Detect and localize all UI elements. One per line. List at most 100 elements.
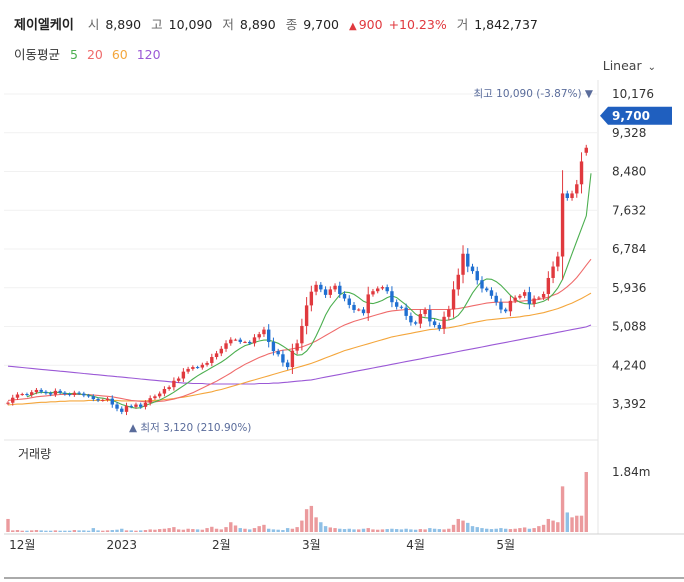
volume-bar	[323, 526, 328, 532]
candle-body	[508, 300, 513, 312]
volume-bar	[162, 528, 167, 532]
x-tick-label: 5월	[496, 538, 515, 552]
ma5-legend[interactable]: 5	[70, 47, 78, 62]
ma120-legend[interactable]: 120	[136, 47, 161, 62]
ma20-line	[7, 258, 592, 403]
volume-label: 거	[456, 17, 469, 32]
candle-body	[380, 287, 385, 289]
candle-body	[366, 294, 370, 314]
volume-bar	[176, 529, 181, 532]
last-price-marker: 9,700	[600, 106, 672, 125]
volume-bar	[290, 528, 295, 532]
volume-bar	[394, 529, 399, 532]
close-label: 종	[285, 17, 298, 32]
candle-body	[295, 343, 299, 351]
candle-body	[200, 364, 205, 368]
y-tick-label: 5,088	[612, 320, 646, 334]
moving-average-lines	[7, 173, 592, 409]
candle-body	[437, 325, 442, 329]
volume-bar	[423, 529, 427, 532]
volume-bar	[328, 527, 333, 532]
volume-bar	[91, 528, 96, 532]
volume-bar	[361, 528, 366, 532]
volume-bar	[565, 512, 570, 532]
ma20-legend[interactable]: 20	[86, 47, 103, 62]
candle-body	[579, 161, 584, 185]
open-value: 8,890	[105, 17, 142, 32]
volume-bar	[470, 526, 475, 532]
candle-body	[565, 193, 570, 199]
volume-bar	[248, 529, 252, 532]
volume-bar	[233, 525, 238, 532]
candle-body	[290, 350, 295, 368]
candle-body	[361, 309, 366, 314]
volume-bar	[432, 528, 437, 532]
volume-bar	[527, 528, 532, 532]
volume-bar	[219, 529, 223, 532]
candle-body	[172, 380, 176, 388]
candle-body	[134, 404, 138, 407]
candle-body	[371, 291, 375, 295]
ma-legend-label: 이동평균	[14, 47, 61, 62]
moving-average-legend: 이동평균 5 20 60 120	[14, 44, 166, 63]
volume-bar	[48, 530, 53, 532]
candle-body	[546, 277, 551, 294]
candle-body	[214, 353, 219, 358]
y-tick-label: 7,632	[612, 203, 646, 217]
candle-body	[91, 396, 96, 400]
candle-body	[470, 266, 475, 272]
volume-bar	[262, 524, 266, 532]
ma60-legend[interactable]: 60	[111, 47, 128, 62]
candle-body	[167, 387, 171, 390]
candle-body	[243, 341, 247, 343]
candle-body	[157, 393, 162, 397]
volume-bar	[86, 530, 91, 532]
volume-bar	[314, 517, 318, 532]
candle-body	[276, 351, 280, 355]
volume-bar	[53, 530, 58, 532]
volume-bar	[485, 528, 489, 532]
y-tick-label: 3,392	[612, 397, 646, 411]
volume-bar	[537, 526, 541, 532]
volume-bar	[72, 530, 77, 532]
candle-body	[333, 285, 337, 290]
volume-bar	[456, 518, 460, 532]
candle-body	[11, 397, 15, 403]
open-label: 시	[87, 17, 100, 32]
x-tick-label: 12월	[9, 538, 35, 552]
candle-body	[423, 309, 427, 315]
y-tick-label: 10,176	[612, 87, 654, 101]
x-tick-label: 3월	[302, 538, 321, 552]
candle-body	[20, 394, 24, 396]
volume-bar	[243, 528, 247, 532]
candle-body	[120, 408, 124, 412]
volume-bar	[304, 509, 309, 532]
change-value: 900	[358, 17, 383, 32]
volume-bar	[63, 530, 67, 532]
volume-bar	[224, 527, 228, 532]
scale-selector[interactable]: Linear ⌄	[603, 58, 656, 73]
volume-bar	[271, 529, 276, 532]
x-tick-label: 2월	[212, 538, 231, 552]
volume-bar	[489, 529, 494, 532]
candle-body	[480, 280, 484, 289]
candle-body	[229, 339, 233, 344]
candle-body	[195, 367, 200, 369]
volume-max-label: 1.84m	[612, 465, 650, 479]
volume-bar	[285, 528, 290, 532]
candle-body	[570, 193, 574, 199]
high-value: 10,090	[168, 17, 213, 32]
candle-body	[110, 398, 114, 405]
candle-body	[153, 396, 157, 399]
candle-body	[485, 288, 489, 291]
volume-bar	[357, 529, 361, 532]
volume-bar	[380, 529, 385, 532]
volume-bar	[413, 529, 418, 532]
candle-body	[537, 297, 541, 299]
volume-bar	[29, 530, 34, 532]
volume-bar	[257, 526, 261, 532]
volume-bar	[399, 529, 404, 532]
volume-bar	[309, 505, 314, 532]
volume-bar	[191, 529, 195, 532]
